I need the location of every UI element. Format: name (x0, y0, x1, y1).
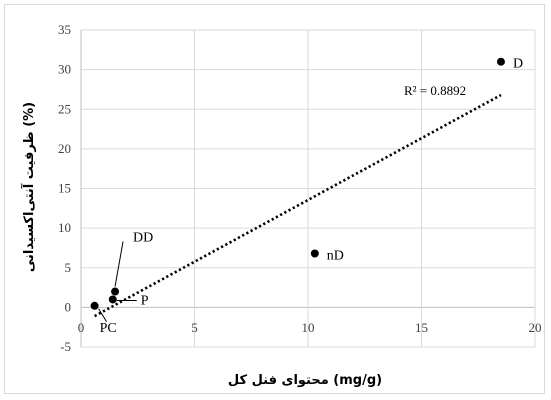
y-axis-title: ظرفیت آنتی‌اکسیدانی (%) (20, 102, 37, 272)
r-squared-label: R² = 0.8892 (404, 83, 466, 98)
tick-labels: -5 0 5 10 15 20 25 30 35 0 5 10 15 20 (58, 22, 542, 354)
data-point-nd (310, 249, 319, 258)
x-tick-label: 15 (415, 320, 428, 335)
x-tick-label: 0 (78, 320, 85, 335)
point-label-dd: DD (133, 231, 153, 246)
point-labels-layer: PC P DD nD D (98, 57, 523, 336)
x-tick-label: 5 (191, 320, 198, 335)
y-tick-label: 15 (58, 181, 71, 196)
grid-layer (80, 29, 536, 348)
point-label-nd: nD (327, 248, 344, 263)
y-tick-label: 30 (58, 62, 71, 77)
label-leader-line (114, 241, 124, 287)
x-tick-label: 20 (529, 320, 542, 335)
data-point-dd (111, 287, 120, 296)
y-tick-label: 20 (58, 141, 71, 156)
data-point-d (496, 57, 505, 66)
chart-frame (4, 4, 545, 394)
x-axis-title: محتوای فنل کل (mg/g) (228, 373, 382, 388)
x-tick-label: 10 (302, 320, 315, 335)
y-tick-label: 25 (58, 101, 71, 116)
y-tick-label: 0 (65, 299, 72, 314)
trendline (93, 93, 502, 318)
point-label-pc: PC (100, 321, 117, 336)
y-tick-label: 5 (65, 260, 72, 275)
label-leader-line (98, 308, 108, 323)
points-layer (90, 57, 505, 310)
data-point-p (108, 295, 117, 304)
data-point-pc (90, 301, 99, 310)
y-tick-label: 35 (58, 22, 71, 37)
point-label-p: P (141, 293, 149, 308)
y-tick-label: 10 (58, 220, 71, 235)
y-tick-label: -5 (60, 339, 71, 354)
point-label-d: D (513, 57, 523, 72)
trendline-layer (93, 93, 502, 318)
